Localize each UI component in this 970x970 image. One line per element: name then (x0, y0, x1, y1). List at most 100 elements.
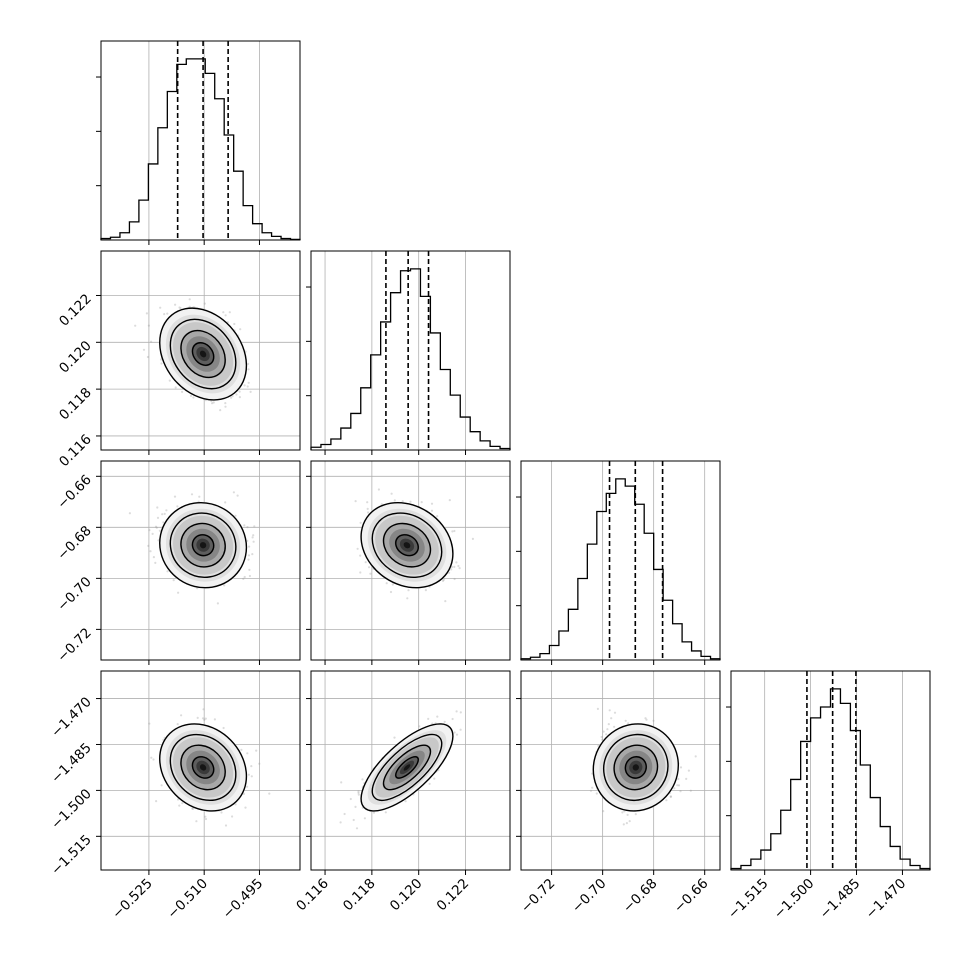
scatter-point (163, 313, 166, 316)
axes-frame (100, 670, 301, 871)
axes-frame (100, 460, 301, 661)
x-tick-label: −1.485 (817, 876, 864, 923)
density-shade (199, 542, 207, 549)
scatter-point (252, 540, 255, 543)
scatter-point (233, 322, 236, 326)
scatter-point (202, 708, 205, 711)
scatter-point (390, 492, 393, 495)
scatter-point (372, 811, 376, 814)
contour-line (180, 329, 226, 379)
scatter-point (352, 818, 355, 822)
y-tick-label: 0.116 (56, 431, 95, 470)
scatter-point (238, 396, 241, 399)
scatter-point (196, 716, 199, 720)
scatter-point (385, 582, 388, 585)
y-tick-label: −1.485 (48, 740, 95, 787)
scatter-point (250, 765, 253, 768)
scatter-point (450, 568, 453, 571)
scatter-point (354, 805, 357, 809)
scatter-point (181, 390, 184, 393)
scatter-point (359, 554, 362, 557)
scatter-point (156, 506, 159, 509)
density-content (354, 488, 474, 603)
scatter-point (172, 579, 175, 582)
x-tick-label: −0.525 (109, 876, 156, 923)
scatter-point (180, 714, 183, 717)
contour-line (169, 318, 237, 390)
y-tick-label: −1.500 (48, 786, 95, 833)
y-tick-label: 0.122 (56, 291, 95, 330)
scatter-point (428, 782, 431, 786)
scatter-point (459, 728, 462, 731)
contour-line (191, 534, 215, 557)
y-tick-label: −0.66 (54, 472, 95, 513)
scatter-point (154, 561, 157, 565)
scatter-point (359, 521, 362, 524)
scatter-point (247, 554, 251, 557)
scatter-point (389, 590, 393, 594)
scatter-point (453, 565, 456, 569)
scatter-point (420, 501, 423, 504)
density-panel-4-1: −0.525 −0.510 −0.495−1.515−1.500−1.485−1.4… (48, 670, 301, 923)
scatter-point (401, 500, 404, 503)
y-tick-label: −1.470 (48, 694, 95, 741)
scatter-point (455, 561, 458, 564)
scatter-point (444, 600, 447, 603)
contour-line (180, 744, 226, 791)
contour-line (180, 522, 226, 568)
scatter-point (363, 817, 366, 820)
scatter-point (250, 775, 253, 778)
contour-line (395, 756, 419, 779)
scatter-point (453, 577, 456, 581)
scatter-point (451, 530, 454, 533)
scatter-point (204, 817, 208, 821)
scatter-point (222, 726, 225, 730)
scatter-point (459, 711, 462, 714)
y-tick-label: −0.68 (54, 523, 95, 564)
histogram-step (520, 478, 721, 660)
scatter-point (393, 736, 396, 739)
scatter-point (178, 306, 181, 309)
scatter-point (191, 807, 195, 811)
contour-line (395, 534, 419, 557)
scatter-point (173, 495, 177, 498)
scatter-point (427, 717, 430, 721)
scatter-point (168, 379, 171, 382)
scatter-point (239, 328, 242, 331)
scatter-point (247, 381, 250, 384)
scatter-point (343, 812, 346, 816)
scatter-point (147, 544, 150, 548)
scatter-point (430, 509, 434, 512)
scatter-point (198, 495, 201, 498)
scatter-point (248, 568, 251, 572)
scatter-point (232, 491, 235, 494)
scatter-point (673, 787, 676, 790)
scatter-point (252, 534, 255, 537)
scatter-point (177, 591, 180, 594)
scatter-point (176, 798, 180, 801)
scatter-point (150, 340, 153, 343)
scatter-point (191, 807, 194, 810)
scatter-point (204, 815, 207, 818)
scatter-point (409, 500, 412, 503)
y-tick-label: −0.70 (54, 574, 95, 615)
scatter-point (190, 493, 194, 496)
scatter-point (268, 792, 271, 795)
scatter-point (159, 306, 162, 309)
scatter-point (201, 717, 205, 720)
x-tick-label: 0.120 (387, 876, 426, 915)
scatter-point (181, 802, 184, 805)
scatter-point (161, 513, 164, 516)
scatter-point (220, 811, 223, 814)
scatter-point (253, 525, 256, 528)
scatter-point (203, 718, 206, 722)
scatter-point (407, 589, 410, 592)
scatter-point (165, 509, 168, 512)
scatter-point (151, 532, 154, 536)
scatter-point (339, 821, 342, 824)
scatter-point (605, 733, 608, 736)
contour-line (159, 307, 248, 401)
scatter-point (152, 758, 155, 761)
scatter-point (451, 717, 454, 721)
